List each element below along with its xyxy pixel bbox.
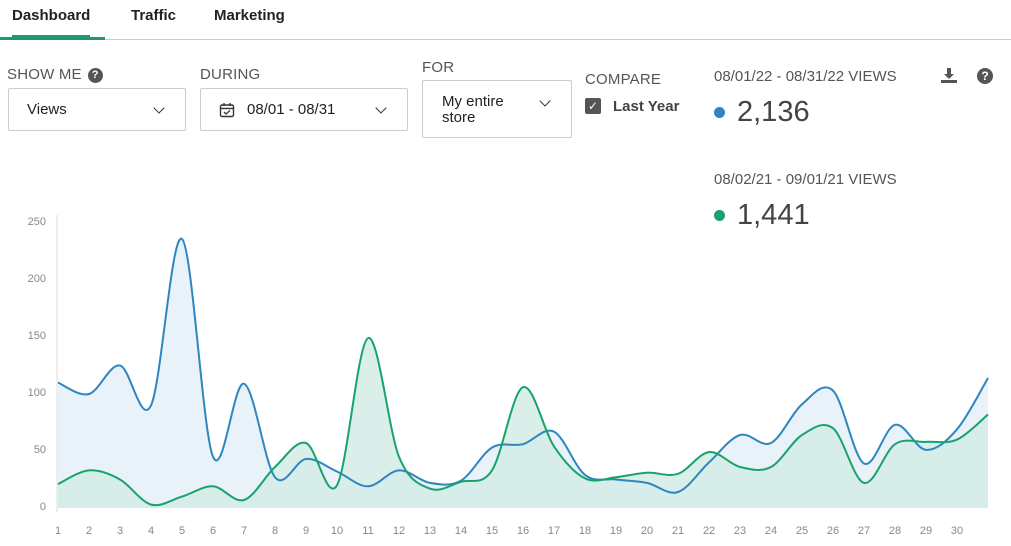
series-area-previous <box>58 337 988 508</box>
x-tick-label: 14 <box>454 525 468 537</box>
tab-dashboard[interactable]: Dashboard <box>12 7 91 38</box>
x-tick-label: 20 <box>640 525 654 537</box>
y-tick-label: 200 <box>27 273 46 285</box>
store-select[interactable]: My entire store <box>422 80 572 138</box>
previous-series-dot <box>714 210 725 221</box>
x-tick-label: 22 <box>702 525 716 537</box>
y-tick-label: 100 <box>27 387 46 399</box>
x-tick-label: 17 <box>547 525 561 537</box>
x-tick-label: 16 <box>516 525 530 537</box>
during-label: DURING <box>200 66 261 83</box>
x-tick-label: 25 <box>795 525 809 537</box>
series-line-previous <box>57 337 989 507</box>
date-range-select[interactable]: 08/01 - 08/31 <box>200 88 408 131</box>
x-tick-label: 15 <box>485 525 499 537</box>
x-tick-label: 9 <box>302 525 310 537</box>
for-label: FOR <box>422 59 455 76</box>
x-tick-label: 7 <box>240 525 248 537</box>
previous-period-value: 1,441 <box>737 199 810 231</box>
compare-label: COMPARE <box>585 71 662 88</box>
x-tick-label: 29 <box>919 525 933 537</box>
download-icon[interactable] <box>940 67 958 85</box>
help-icon[interactable]: ? <box>87 68 103 83</box>
x-tick-label: 26 <box>826 525 840 537</box>
show-me-value: Views <box>27 101 67 118</box>
x-tick-label: 1 <box>54 525 62 537</box>
x-tick-label: 24 <box>764 525 778 537</box>
last-year-label: Last Year <box>613 98 680 115</box>
current-period-title: 08/01/22 - 08/31/22 VIEWS <box>714 68 897 85</box>
x-tick-label: 10 <box>330 525 344 537</box>
x-tick-label: 13 <box>423 525 437 537</box>
x-tick-label: 12 <box>392 525 406 537</box>
help-icon[interactable]: ? <box>977 68 993 84</box>
x-tick-label: 2 <box>85 525 93 537</box>
tab-marketing[interactable]: Marketing <box>214 7 285 24</box>
x-tick-label: 8 <box>271 525 279 537</box>
x-tick-label: 3 <box>116 525 124 537</box>
show-me-select[interactable]: Views <box>8 88 186 131</box>
x-tick-label: 6 <box>209 525 217 537</box>
y-tick-label: 50 <box>33 444 46 456</box>
tab-bar: Dashboard Traffic Marketing <box>0 0 1011 40</box>
tab-traffic[interactable]: Traffic <box>131 7 177 24</box>
x-tick-label: 23 <box>733 525 747 537</box>
y-tick-label: 150 <box>27 330 46 342</box>
last-year-checkbox[interactable]: ✓ <box>585 98 601 114</box>
x-tick-label: 19 <box>609 525 623 537</box>
y-tick-label: 0 <box>39 501 46 513</box>
y-tick-label: 250 <box>27 216 46 228</box>
x-tick-label: 28 <box>888 525 902 537</box>
current-series-dot <box>714 107 725 118</box>
date-range-value: 08/01 - 08/31 <box>247 101 336 118</box>
x-tick-label: 11 <box>362 525 374 537</box>
x-tick-label: 27 <box>857 525 871 537</box>
current-period-value: 2,136 <box>737 96 810 128</box>
x-tick-label: 18 <box>578 525 592 537</box>
x-tick-label: 4 <box>147 525 155 537</box>
active-tab-indicator <box>0 37 105 40</box>
x-tick-label: 21 <box>671 525 685 537</box>
x-tick-label: 5 <box>178 525 186 537</box>
store-value: My entire store <box>442 93 504 126</box>
show-me-label: SHOW ME? <box>7 66 103 83</box>
x-tick-label: 30 <box>950 525 964 537</box>
calendar-icon <box>219 103 235 118</box>
previous-period-title: 08/02/21 - 09/01/21 VIEWS <box>714 171 897 188</box>
